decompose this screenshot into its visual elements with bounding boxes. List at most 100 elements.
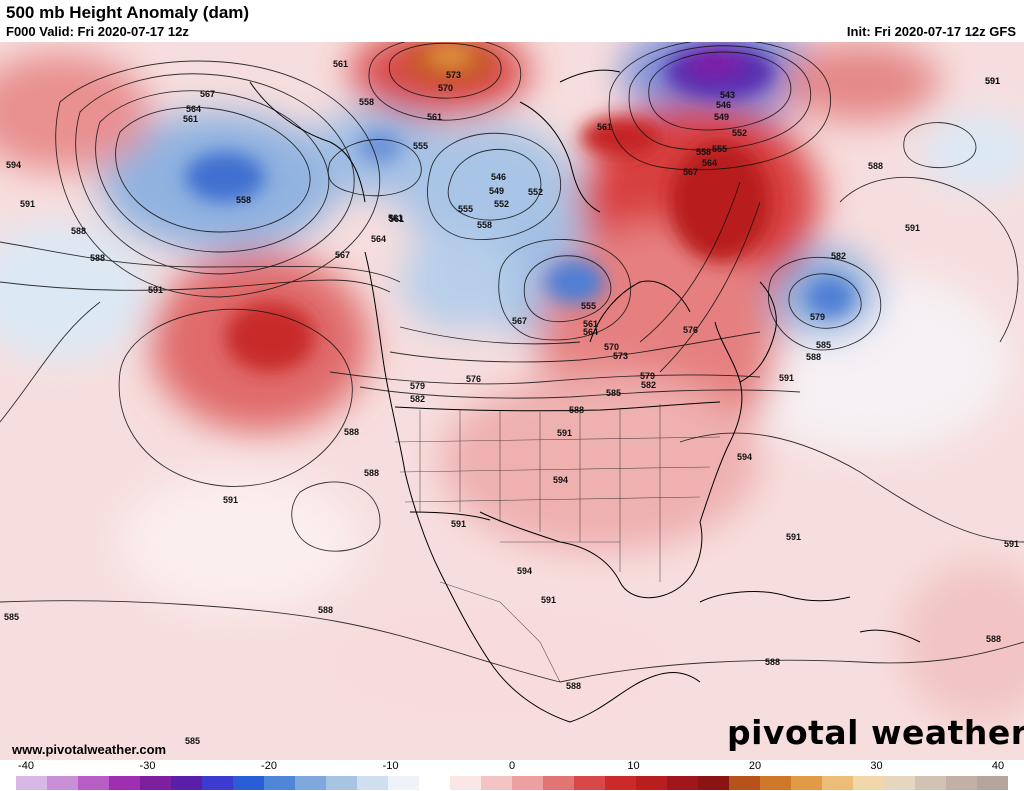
contour-label: 549 [714,112,729,122]
contour-label: 573 [613,351,628,361]
contour-label: 555 [458,204,473,214]
color-bar-tick-label: -10 [382,760,399,772]
color-bar-swatch [326,776,358,790]
contour-label: 588 [344,427,359,437]
contour-label: 567 [335,250,350,260]
color-bar-swatch [512,776,544,790]
color-bar-swatch [47,776,79,790]
contour-label: 576 [466,374,481,384]
contour-label: 555 [413,141,428,151]
color-bar-swatch [357,776,389,790]
contour-label: 591 [148,285,163,295]
color-bar-swatch [884,776,916,790]
color-bar-swatch [698,776,730,790]
color-bar-swatch [481,776,513,790]
contour-label: 564 [583,327,598,337]
contour-label: 591 [985,76,1000,86]
contour-label: 564 [371,234,386,244]
contour-label: 549 [489,186,504,196]
color-bar-tick-label: 0 [508,760,516,772]
contour-label: 573 [446,70,461,80]
color-bar-swatch [853,776,885,790]
color-bar-swatch [78,776,110,790]
contour-label: 552 [732,128,747,138]
color-bar-swatch [16,776,48,790]
contour-label: 558 [696,147,711,157]
color-bar-tick-label: 30 [870,760,883,772]
contour-label: 558 [477,220,492,230]
color-bar-swatch [264,776,296,790]
contour-label: 567 [683,167,698,177]
contour-label: 588 [868,161,883,171]
contour-label: 588 [765,657,780,667]
color-bar-swatch [140,776,172,790]
contour-label: 558 [359,97,374,107]
color-bar-tick-label: 10 [627,760,640,772]
map-header: 500 mb Height Anomaly (dam) F000 Valid: … [0,0,1024,42]
contour-label: 564 [702,158,717,168]
valid-time: F000 Valid: Fri 2020-07-17 12z [6,24,189,39]
contour-label: 546 [491,172,506,182]
contour-label: 591 [905,223,920,233]
color-bar-scale [16,776,1008,790]
contour-label: 552 [494,199,509,209]
color-bar-swatch [822,776,854,790]
contour-label: 579 [410,381,425,391]
contour-label: 558 [236,195,251,205]
contour-label: 561 [597,122,612,132]
contour-label: 585 [185,736,200,746]
contour-label: 585 [4,612,19,622]
contour-label: 543 [720,90,735,100]
contour-label: 588 [318,605,333,615]
website-url: www.pivotalweather.com [12,742,167,757]
contour-label: 552 [528,187,543,197]
contour-label: 546 [716,100,731,110]
anomaly-map: 561 573 570 561 567 564 561 594 591 588 … [0,42,1024,760]
color-bar-swatch [946,776,978,790]
contour-label: 591 [1004,539,1019,549]
color-bar-tick-label: 20 [748,760,762,772]
contour-label: 594 [517,566,532,576]
contour-label: 588 [71,226,86,236]
color-bar-swatch [202,776,234,790]
contour-label: 591 [20,199,35,209]
color-bar-swatch [915,776,947,790]
contour-label: 561 [388,213,403,223]
contour-label: 555 [712,144,727,154]
contour-label: 591 [541,595,556,605]
contour-label: 561 [183,114,198,124]
contour-label: 588 [986,634,1001,644]
contour-label: 582 [641,380,656,390]
contour-label: 591 [451,519,466,529]
pivotal-weather-logo: pivotal weather [727,713,1024,752]
contour-label: 588 [569,405,584,415]
anomaly-fill [0,42,1024,722]
contour-label: 561 [583,319,598,329]
contour-label: 567 [512,316,527,326]
contour-label: 594 [553,475,568,485]
contour-label: 588 [806,352,821,362]
contour-label: 561 [333,59,348,69]
contour-label: 570 [604,342,619,352]
contour-label: 591 [223,495,238,505]
map-title: 500 mb Height Anomaly (dam) [6,3,250,22]
contour-label: 567 [200,89,215,99]
coastlines [249,69,921,723]
contour-label: 564 [186,104,201,114]
color-bar-swatch [636,776,668,790]
contour-label: 588 [364,468,379,478]
contour-label: 579 [810,312,825,322]
color-bar-swatch [977,776,1008,790]
color-bar-tick-label: -40 [18,760,34,772]
color-bar-tick-label: -30 [139,760,156,772]
contour-label: 591 [779,373,794,383]
contour-label: 585 [816,340,831,350]
state-borders [394,404,721,683]
init-time: Init: Fri 2020-07-17 12z GFS [846,24,1016,39]
contour-label: 594 [737,452,752,462]
height-contours [0,42,1024,683]
color-bar-swatch [574,776,606,790]
contour-label: 561 [427,112,442,122]
contour-label: 588 [566,681,581,691]
contour-label: 582 [410,394,425,404]
